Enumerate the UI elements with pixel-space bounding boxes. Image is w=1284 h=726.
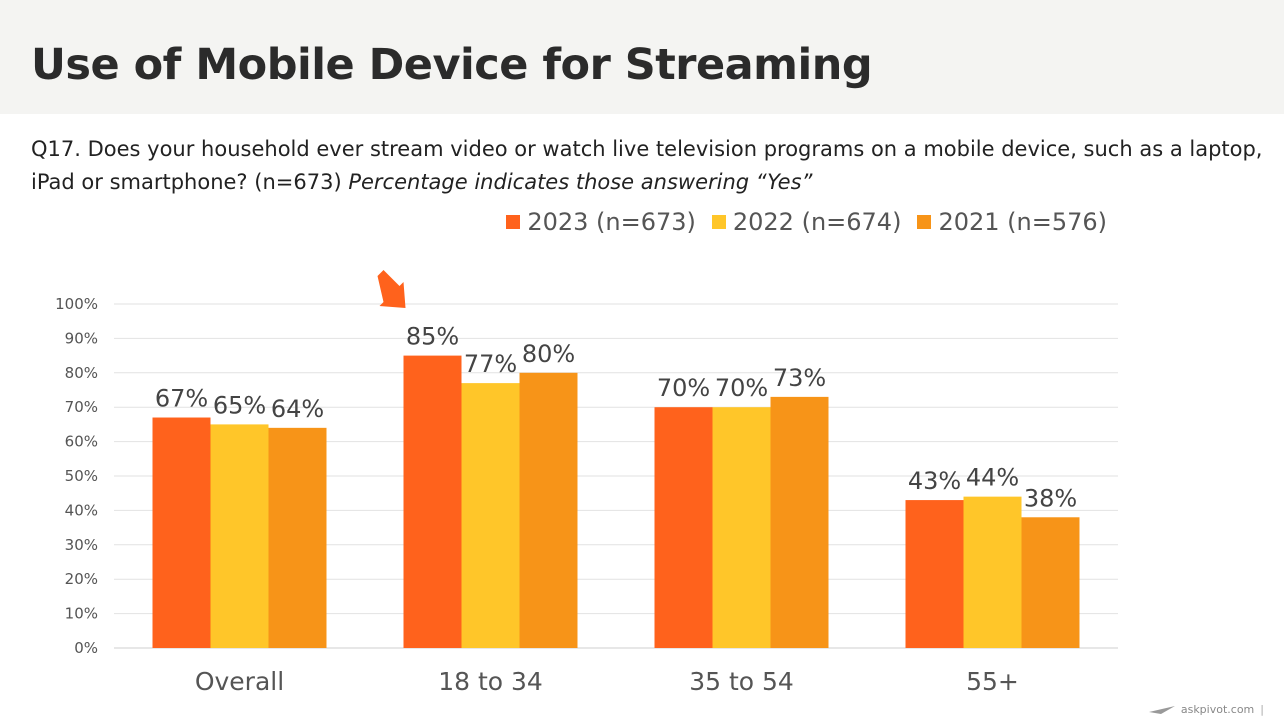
footer-brand: askpivot.com	[1180, 703, 1255, 716]
legend-label-2023: 2023 (n=673)	[527, 208, 696, 236]
x-tick-label: 35 to 54	[689, 667, 794, 696]
y-tick-label: 40%	[65, 501, 98, 519]
y-tick-label: 80%	[65, 364, 98, 382]
legend-swatch-2021	[917, 215, 932, 229]
data-label: 44%	[966, 464, 1019, 492]
data-label: 67%	[155, 385, 208, 413]
bar	[712, 407, 771, 648]
bar	[403, 355, 462, 648]
legend-label-2021: 2021 (n=576)	[938, 208, 1107, 236]
y-tick-label: 60%	[65, 433, 98, 451]
legend-item-2021: 2021 (n=576)	[917, 208, 1107, 236]
legend-swatch-2022	[711, 215, 726, 229]
data-label: 73%	[773, 364, 826, 392]
data-label: 85%	[406, 323, 459, 351]
y-tick-label: 100%	[55, 295, 98, 313]
data-label: 80%	[522, 340, 575, 368]
y-tick-label: 0%	[74, 639, 98, 657]
y-tick-label: 90%	[65, 329, 98, 347]
data-label: 70%	[657, 374, 710, 402]
x-tick-label: 18 to 34	[438, 667, 543, 696]
data-label: 77%	[464, 350, 517, 378]
data-label: 64%	[271, 395, 324, 423]
chart-legend: 2023 (n=673) 2022 (n=674) 2021 (n=576)	[490, 206, 1107, 238]
bar	[461, 383, 520, 648]
bar	[905, 500, 964, 648]
question-note: Percentage indicates those answering “Ye…	[348, 170, 813, 194]
footer: askpivot.com |	[1148, 703, 1264, 716]
bar	[963, 496, 1022, 648]
legend-label-2022: 2022 (n=674)	[732, 208, 902, 236]
bar	[654, 407, 713, 648]
y-tick-label: 30%	[65, 536, 98, 554]
header-band: Use of Mobile Device for Streaming	[0, 0, 1284, 114]
x-tick-label: 55+	[966, 667, 1019, 696]
annotation-arrow-icon	[377, 270, 406, 308]
y-tick-label: 70%	[65, 398, 98, 416]
y-tick-label: 10%	[65, 605, 98, 623]
y-tick-label: 50%	[65, 467, 98, 485]
data-label: 65%	[213, 391, 266, 419]
bar	[268, 427, 327, 648]
footer-separator: |	[1260, 703, 1264, 716]
bar	[1021, 517, 1080, 648]
data-label: 70%	[715, 374, 768, 402]
annotation-arrow-shape	[377, 270, 406, 308]
question-text: Q17. Does your household ever stream vid…	[31, 133, 1271, 199]
legend-swatch-2023	[506, 215, 521, 229]
data-label: 43%	[908, 467, 961, 495]
y-tick-label: 20%	[65, 570, 98, 588]
data-label: 38%	[1024, 484, 1077, 512]
bar	[770, 396, 829, 648]
page-title: Use of Mobile Device for Streaming	[31, 40, 873, 90]
legend-item-2022: 2022 (n=674)	[711, 208, 902, 236]
bar	[210, 424, 269, 648]
x-tick-label: Overall	[195, 667, 284, 696]
legend-item-2023: 2023 (n=673)	[506, 208, 696, 236]
bar	[519, 372, 578, 648]
question-main: Q17. Does your household ever stream vid…	[31, 137, 1263, 194]
bar	[152, 417, 211, 648]
brand-logo-icon	[1148, 705, 1175, 714]
